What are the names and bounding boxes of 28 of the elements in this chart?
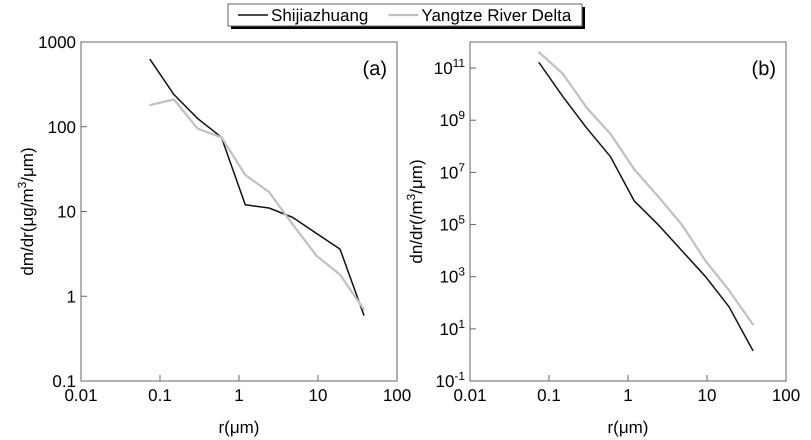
y-tick-label: 10$^{11}$ bbox=[434, 56, 466, 78]
annotation: (b) bbox=[752, 58, 776, 80]
x-tick-label: 0.1 bbox=[148, 386, 172, 405]
x-tick-label: 0.01 bbox=[64, 386, 98, 405]
legend-label: Shijiazhuang bbox=[271, 6, 368, 25]
x-tick-label: 100 bbox=[382, 386, 412, 405]
y-tick-label: 10$^{3}$ bbox=[439, 264, 466, 287]
x-tick-label: 10 bbox=[308, 386, 328, 405]
x-axis-title: r(μm) bbox=[608, 418, 648, 437]
line-series bbox=[149, 98, 365, 310]
y-tick-label: 10$^{1}$ bbox=[439, 316, 466, 339]
x-axis-title: r(μm) bbox=[218, 418, 260, 437]
x-tick-label: 0.01 bbox=[453, 386, 487, 405]
legend-label: Yangtze River Delta bbox=[421, 6, 572, 25]
x-tick-label: 0.1 bbox=[537, 386, 561, 405]
x-tick-label: 1 bbox=[234, 386, 244, 405]
x-tick-label: 10 bbox=[698, 386, 716, 405]
y-tick-label: 10$^{7}$ bbox=[439, 160, 466, 182]
x-tick-label: 1 bbox=[623, 386, 633, 405]
annotation: (a) bbox=[362, 58, 387, 80]
x-tick-label: 100 bbox=[772, 386, 800, 405]
y-tick-label: 100 bbox=[48, 118, 76, 137]
y-tick-label: 1 bbox=[66, 287, 76, 306]
y-tick-label: 10$^{9}$ bbox=[439, 108, 466, 130]
y-tick-label: 1000 bbox=[38, 33, 76, 52]
line-series bbox=[149, 58, 365, 316]
y-tick-label: 10 bbox=[57, 202, 76, 222]
y-tick-label: 10$^{5}$ bbox=[439, 212, 466, 235]
